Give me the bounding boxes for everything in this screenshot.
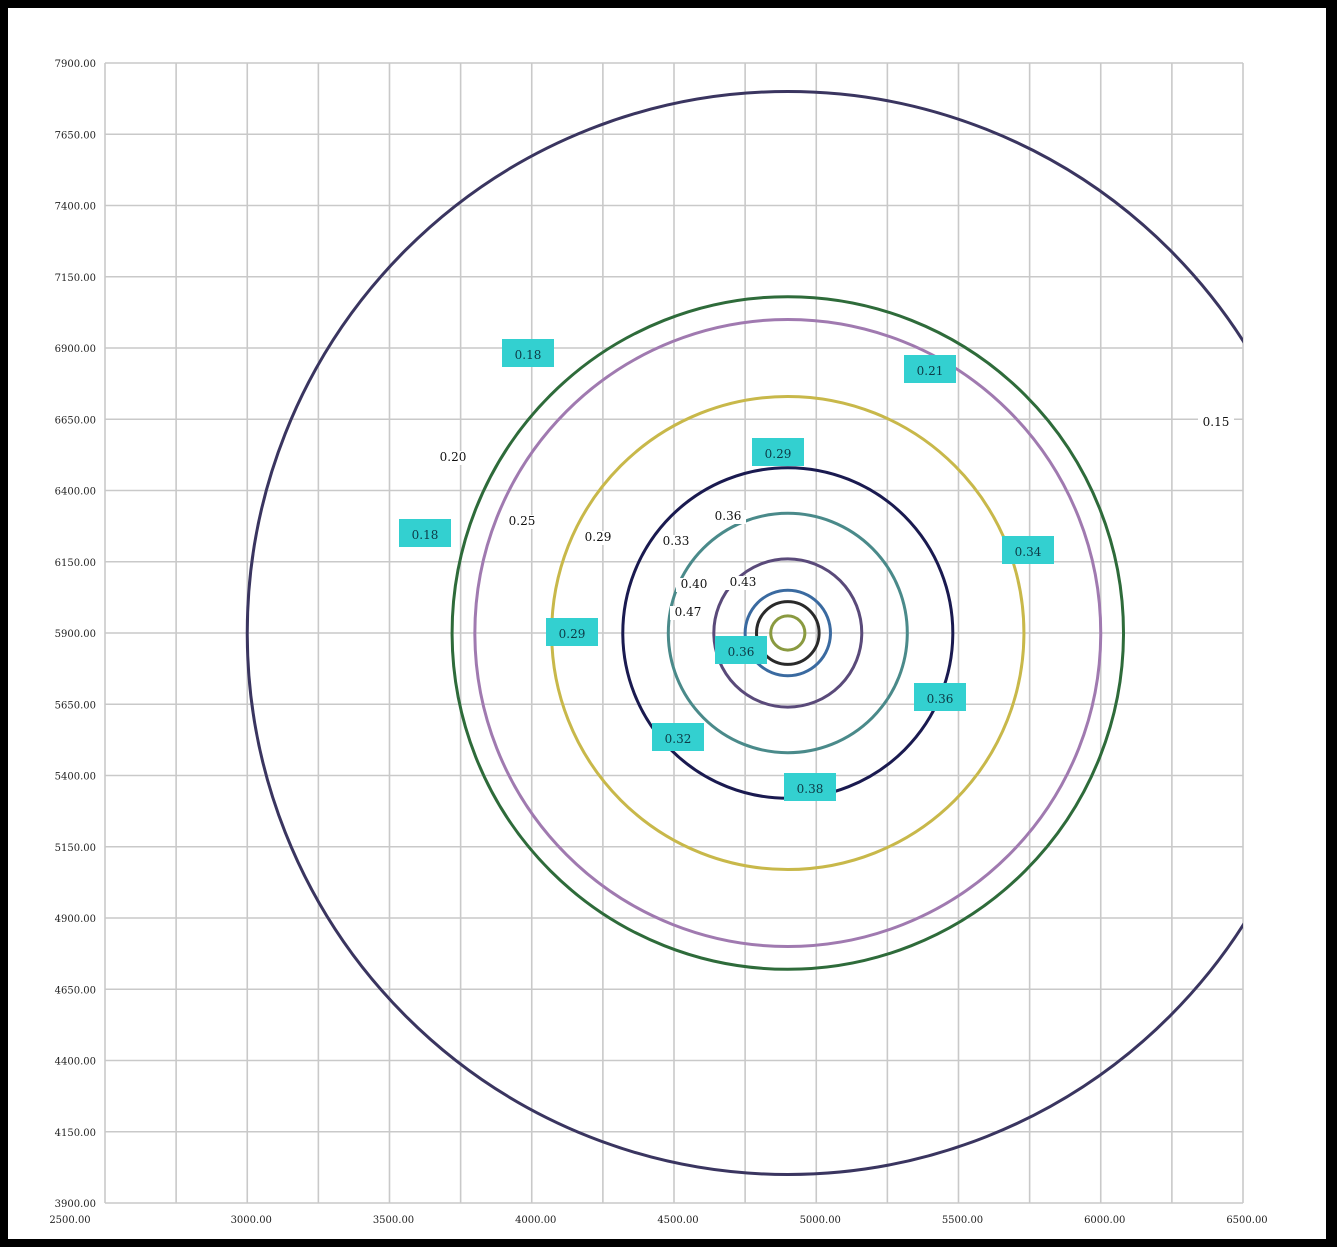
contour-label-box-7: 0.38 [797,782,824,796]
x-tick-label: 5500.00 [942,1215,983,1226]
contour-label-box-3: 0.29 [765,447,792,461]
contour-label-box-1: 0.18 [412,528,439,542]
x-tick-label: 6000.00 [1084,1215,1125,1226]
contour-label-0: 0.15 [1203,415,1230,429]
contour-label-bg [725,576,761,590]
contour-label-box-8: 0.36 [927,692,954,706]
contour-label-bg [676,578,712,592]
contour-label-bg [710,510,746,524]
contour-label-2: 0.25 [509,514,536,528]
y-tick-label: 7900.00 [55,59,96,70]
contour-label-6: 0.40 [681,577,708,591]
contour-line-0-47 [769,614,807,652]
y-tick-label: 7650.00 [55,130,96,141]
contour-line-0-15 [245,90,1243,1176]
y-tick-label: 6150.00 [55,558,96,569]
contour-label-bg [504,515,540,529]
x-tick-label: 4000.00 [515,1215,556,1226]
contour-label-bg [1198,416,1234,430]
y-tick-label: 6650.00 [55,415,96,426]
contour-label-box-0: 0.18 [515,348,542,362]
y-tick-label: 4150.00 [55,1128,96,1139]
y-tick-label: 4650.00 [55,985,96,996]
contour-label-box-bg [752,438,804,466]
contour-label-box-9: 0.36 [728,645,755,659]
y-tick-label: 7150.00 [55,273,96,284]
contour-label-1: 0.20 [440,450,467,464]
contour-line-0-20 [473,318,1103,948]
axis-ticks: 7900.00 7650.00 7400.00 7150.00 6900.00 6650.… [49,59,1267,1226]
y-tick-label: 5900.00 [55,629,96,640]
contour-label-box-bg [1002,536,1054,564]
contour-line-0-18 [450,295,1126,971]
y-tick-label: 3900.00 [55,1199,96,1210]
contour-label-box-bg [502,339,554,367]
contour-line-0-36 [712,557,864,709]
contour-label-4: 0.33 [663,534,690,548]
contour-label-8: 0.47 [675,605,702,619]
contour-label-7: 0.43 [730,575,757,589]
contour-label-bg [580,531,616,545]
contour-label-box-bg [715,636,767,664]
contour-label-box-bg [546,618,598,646]
y-tick-label: 6400.00 [55,487,96,498]
y-tick-label: 5650.00 [55,700,96,711]
grid-lines [104,62,1244,1204]
x-tick-label: 4500.00 [657,1215,698,1226]
y-tick-label: 4400.00 [55,1057,96,1068]
x-tick-label: 3500.00 [373,1215,414,1226]
contour-label-box-bg [399,519,451,547]
contour-label-3: 0.29 [585,530,612,544]
contour-labels: 0.15 0.20 0.25 0.29 0.33 0.36 0.40 0.43 0.47 0.18… [399,339,1234,801]
contour-label-box-2: 0.21 [917,364,944,378]
contour-line-0-33 [666,511,909,755]
contour-label-bg [435,451,471,465]
contour-label-5: 0.36 [715,509,742,523]
x-tick-label: 3000.00 [231,1215,272,1226]
y-tick-label: 7400.00 [55,202,96,213]
contour-label-bg [658,535,694,549]
y-tick-label: 4900.00 [55,914,96,925]
contour-label-box-bg [914,683,966,711]
y-tick-label: 5150.00 [55,843,96,854]
contour-label-box-4: 0.29 [559,627,586,641]
contour-label-box-6: 0.32 [665,732,692,746]
x-tick-label: 2500.00 [49,1215,90,1226]
contour-line-0-40 [743,588,832,678]
x-tick-label: 6500.00 [1226,1215,1267,1226]
contour-plot: 0.15 0.20 0.25 0.29 0.33 0.36 0.40 0.43 0.47 0.18… [49,59,1267,1226]
contour-label-box-5: 0.34 [1015,545,1042,559]
contour-label-box-bg [904,355,956,383]
contour-label-box-bg [652,723,704,751]
plot-frame: 0.15 0.20 0.25 0.29 0.33 0.36 0.40 0.43 0.47 0.18… [8,8,1326,1239]
contour-label-box-bg [784,773,836,801]
y-tick-label: 5400.00 [55,772,96,783]
x-tick-label: 5000.00 [800,1215,841,1226]
contour-label-bg [670,606,706,620]
contour-line-0-43 [755,600,821,666]
y-tick-label: 6900.00 [55,344,96,355]
